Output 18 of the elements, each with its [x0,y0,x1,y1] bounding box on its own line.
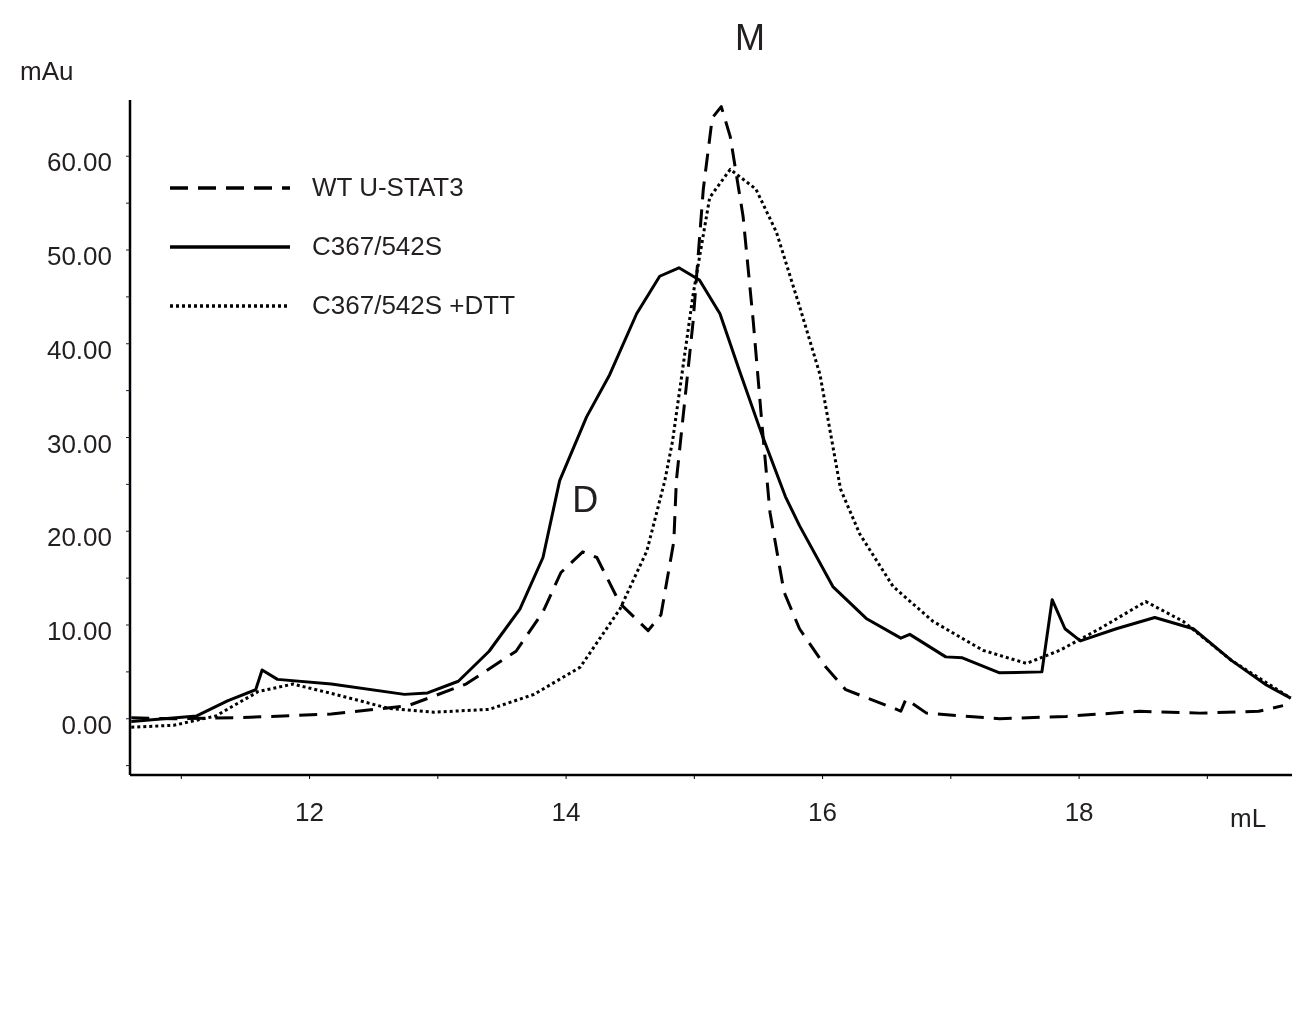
y-tick-label: 50.00 [46,241,112,272]
y-tick-label: 60.00 [46,147,112,178]
x-tick-label: 14 [551,797,581,828]
y-tick-label: 30.00 [46,428,112,459]
y-tick-label: 10.00 [46,616,112,647]
y-tick-label: 40.00 [46,334,112,365]
x-tick-label: 18 [1064,797,1094,828]
y-axis-title: mAu [20,56,74,86]
y-tick-label: 0.00 [61,709,112,740]
text: M [735,17,765,58]
x-tick-label: 12 [295,797,325,828]
legend-label: C367/542S +DTT [312,290,516,321]
y-tick-label: 20.00 [46,522,112,553]
legend-label: WT U-STAT3 [312,172,464,203]
x-tick-label: 16 [808,797,838,828]
x-axis-title: mL [1230,803,1267,833]
annotation: D [572,478,599,520]
legend-label: C367/542S [312,231,443,262]
